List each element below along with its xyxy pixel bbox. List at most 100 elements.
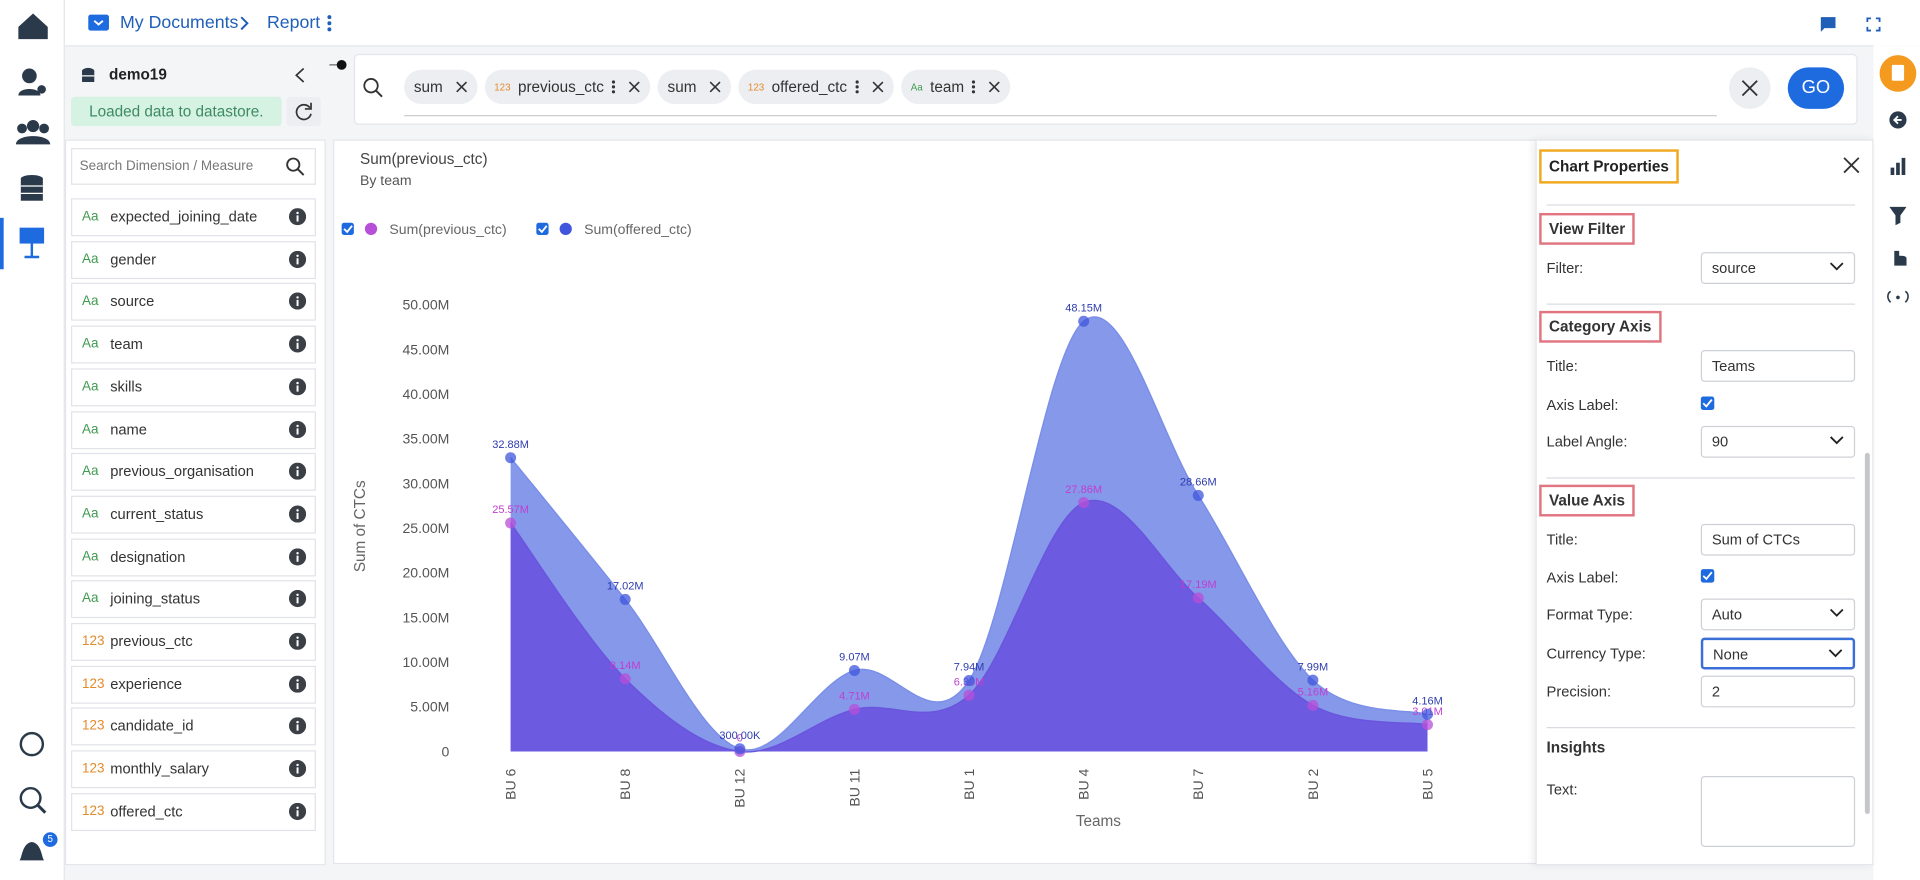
dropdown-arrow[interactable] bbox=[1828, 648, 1843, 658]
checkbox[interactable] bbox=[1701, 396, 1714, 409]
point bbox=[620, 594, 631, 605]
select[interactable]: Auto bbox=[1701, 598, 1855, 630]
field-item[interactable]: Aasource bbox=[71, 283, 316, 321]
field-item[interactable]: Aaname bbox=[71, 411, 316, 449]
info-icon[interactable] bbox=[289, 548, 306, 565]
info-icon[interactable] bbox=[289, 251, 306, 268]
info-icon[interactable] bbox=[289, 378, 306, 395]
field-item[interactable]: Aaprevious_organisation bbox=[71, 453, 316, 491]
input[interactable]: Teams bbox=[1701, 350, 1855, 382]
dropdown-arrow[interactable] bbox=[1829, 262, 1844, 272]
info-icon[interactable] bbox=[289, 718, 306, 735]
checkbox[interactable] bbox=[1701, 569, 1714, 582]
chip-remove[interactable] bbox=[872, 81, 884, 93]
field-name: candidate_id bbox=[110, 718, 193, 735]
search-icon[interactable] bbox=[285, 157, 305, 177]
chip-menu[interactable] bbox=[854, 80, 859, 95]
field-name: previous_organisation bbox=[110, 463, 254, 480]
field-name: previous_ctc bbox=[110, 633, 193, 650]
field-item[interactable]: 123previous_ctc bbox=[71, 623, 316, 661]
field-name: current_status bbox=[110, 505, 203, 522]
scrollbar[interactable] bbox=[1865, 453, 1870, 814]
field-type: 123 bbox=[82, 719, 104, 734]
point bbox=[1078, 497, 1089, 508]
y-tick-label: 30.00M bbox=[402, 475, 449, 491]
field-item[interactable]: Aateam bbox=[71, 326, 316, 364]
field-item[interactable]: Aaexpected_joining_date bbox=[71, 198, 316, 236]
info-icon[interactable] bbox=[289, 633, 306, 650]
select[interactable]: source bbox=[1701, 252, 1855, 284]
collapse-button[interactable] bbox=[294, 67, 306, 83]
field-item[interactable]: Aaskills bbox=[71, 368, 316, 406]
field-item[interactable]: 123 candidate_id bbox=[71, 708, 316, 746]
comment-icon[interactable] bbox=[1820, 16, 1837, 32]
info-icon[interactable] bbox=[289, 505, 306, 522]
menu-dots[interactable] bbox=[326, 13, 333, 33]
info-icon[interactable] bbox=[289, 590, 306, 607]
toggle[interactable] bbox=[328, 58, 348, 73]
clear-button[interactable] bbox=[1729, 67, 1771, 109]
info-icon[interactable] bbox=[289, 675, 306, 692]
dropdown-arrow[interactable] bbox=[1829, 608, 1844, 618]
data-label: 4.71M bbox=[839, 691, 870, 703]
info-icon[interactable] bbox=[289, 208, 306, 225]
refresh-button[interactable] bbox=[287, 97, 321, 126]
close-button[interactable] bbox=[1843, 157, 1860, 174]
chip-label: team bbox=[930, 78, 964, 95]
legend-checkbox[interactable] bbox=[536, 223, 548, 235]
field-type: Aa bbox=[82, 379, 98, 394]
input[interactable]: 2 bbox=[1701, 676, 1855, 708]
property-value: 2 bbox=[1712, 683, 1720, 700]
field-name: source bbox=[110, 293, 154, 310]
info-icon[interactable] bbox=[289, 420, 306, 437]
chip-label: offered_ctc bbox=[772, 78, 847, 95]
chip-remove[interactable] bbox=[628, 81, 640, 93]
query-chip[interactable]: 123offered_ctc bbox=[738, 70, 893, 104]
select[interactable]: 90 bbox=[1701, 425, 1855, 457]
chip-remove[interactable] bbox=[455, 81, 467, 93]
chip-menu[interactable] bbox=[971, 80, 976, 95]
query-chip[interactable]: 123previous_ctc bbox=[484, 70, 650, 104]
query-chip[interactable]: sum bbox=[404, 70, 477, 104]
field-search[interactable]: Search Dimension / Measure bbox=[71, 148, 316, 185]
chip-menu[interactable] bbox=[611, 80, 616, 95]
status-message: Loaded data to datastore. bbox=[71, 97, 282, 126]
textarea[interactable] bbox=[1701, 776, 1855, 847]
query-chip[interactable]: sum bbox=[658, 70, 731, 104]
field-item[interactable]: Aajoining_status bbox=[71, 581, 316, 619]
field-item[interactable]: Aadesignation bbox=[71, 538, 316, 576]
field-type: Aa bbox=[82, 209, 98, 224]
dropdown-arrow[interactable] bbox=[1829, 435, 1844, 445]
info-icon[interactable] bbox=[289, 293, 306, 310]
data-label: 25.57M bbox=[492, 504, 529, 516]
field-item[interactable]: 123experience bbox=[71, 665, 316, 703]
legend-checkbox[interactable] bbox=[342, 223, 354, 235]
legend-label: Sum(offered_ctc) bbox=[584, 221, 692, 237]
info-icon[interactable] bbox=[289, 463, 306, 480]
field-item[interactable]: 123offered_ctc bbox=[71, 793, 316, 831]
go-button[interactable]: GO bbox=[1788, 67, 1844, 109]
legend-item[interactable] bbox=[342, 223, 354, 235]
query-chip[interactable]: Aateam bbox=[901, 70, 1011, 104]
info-icon[interactable] bbox=[289, 803, 306, 820]
info-icon[interactable] bbox=[289, 335, 306, 352]
field-item[interactable]: 123monthly_salary bbox=[71, 750, 316, 788]
folder-icon[interactable] bbox=[88, 13, 110, 31]
chip-remove[interactable] bbox=[709, 81, 721, 93]
input[interactable]: Sum of CTCs bbox=[1701, 523, 1855, 555]
breadcrumb-folder[interactable]: My Documents bbox=[120, 13, 238, 33]
fullscreen-icon[interactable] bbox=[1866, 17, 1881, 32]
y-tick-label: 5.00M bbox=[410, 699, 449, 715]
info-icon[interactable] bbox=[289, 760, 306, 777]
breadcrumb-page[interactable]: Report bbox=[267, 13, 320, 33]
select[interactable]: None bbox=[1701, 637, 1855, 669]
section-heading: Value Axis bbox=[1539, 484, 1635, 516]
check bbox=[1701, 569, 1714, 582]
legend-item[interactable] bbox=[536, 223, 548, 235]
y-tick-label: 50.00M bbox=[402, 297, 449, 313]
field-item[interactable]: Aacurrent_status bbox=[71, 496, 316, 534]
field-item[interactable]: Aagender bbox=[71, 241, 316, 279]
query-search-icon[interactable] bbox=[362, 77, 384, 99]
chip-remove[interactable] bbox=[989, 81, 1001, 93]
